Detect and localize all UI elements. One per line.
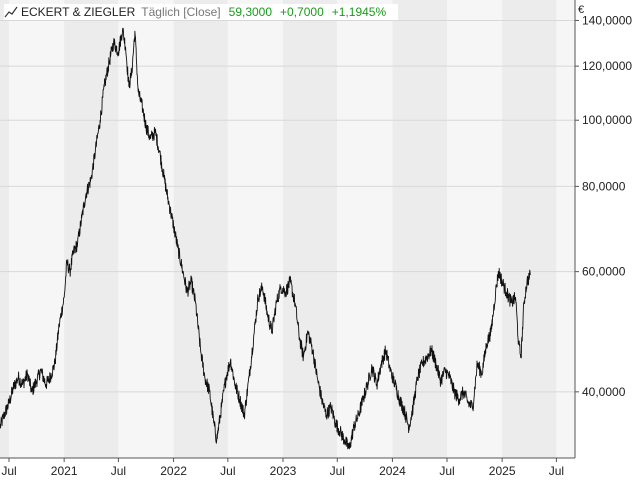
x-tick-label: Jul	[549, 464, 564, 478]
period-band	[0, 0, 9, 458]
instrument-name: ECKERT & ZIEGLER	[21, 5, 136, 19]
period-band	[283, 0, 338, 458]
period-label: Täglich [Close]	[141, 5, 221, 19]
y-tick-label: 80,0000	[582, 179, 626, 193]
price-change-percent: +1,1945%	[331, 5, 387, 19]
line-chart-icon	[4, 6, 18, 18]
y-tick-label: 40,0000	[582, 385, 626, 399]
axes	[0, 0, 576, 459]
x-axis-ticks: Jul 2021 Jul 2022 Jul 2023 Jul 2024 Jul 2025 Jul	[1, 458, 564, 478]
period-band	[8, 0, 65, 458]
period-bands	[0, 0, 575, 458]
y-tick-label: 120,0000	[582, 59, 632, 73]
gridlines	[0, 19, 575, 393]
chart-legend: ECKERT & ZIEGLER Täglich [Close] 59,3000…	[4, 4, 399, 20]
price-change: +0,7000	[280, 5, 324, 19]
period-band	[337, 0, 393, 458]
x-tick-label: 2024	[379, 464, 406, 478]
currency-label: €	[578, 4, 585, 16]
y-tick-label: 100,0000	[582, 113, 632, 127]
x-tick-label: Jul	[220, 464, 235, 478]
x-tick-label: Jul	[1, 464, 16, 478]
series-layer	[0, 27, 531, 450]
x-tick-label: 2023	[270, 464, 297, 478]
x-tick-label: 2025	[489, 464, 516, 478]
period-band	[173, 0, 228, 458]
y-axis-ticks: 40,0000 60,0000 80,0000 100,0000 120,0000 140…	[575, 13, 632, 399]
y-tick-label: 60,0000	[582, 265, 626, 279]
x-tick-label: 2021	[51, 464, 78, 478]
x-tick-label: Jul	[111, 464, 126, 478]
x-tick-label: Jul	[330, 464, 345, 478]
period-band	[227, 0, 284, 458]
period-band	[446, 0, 503, 458]
y-tick-label: 140,0000	[582, 13, 632, 27]
period-band	[556, 0, 575, 458]
last-price: 59,3000	[228, 5, 273, 19]
price-line	[0, 27, 531, 450]
period-band	[392, 0, 447, 458]
period-band	[64, 0, 119, 458]
x-tick-label: 2022	[160, 464, 187, 478]
x-tick-label: Jul	[439, 464, 454, 478]
period-band	[502, 0, 557, 458]
